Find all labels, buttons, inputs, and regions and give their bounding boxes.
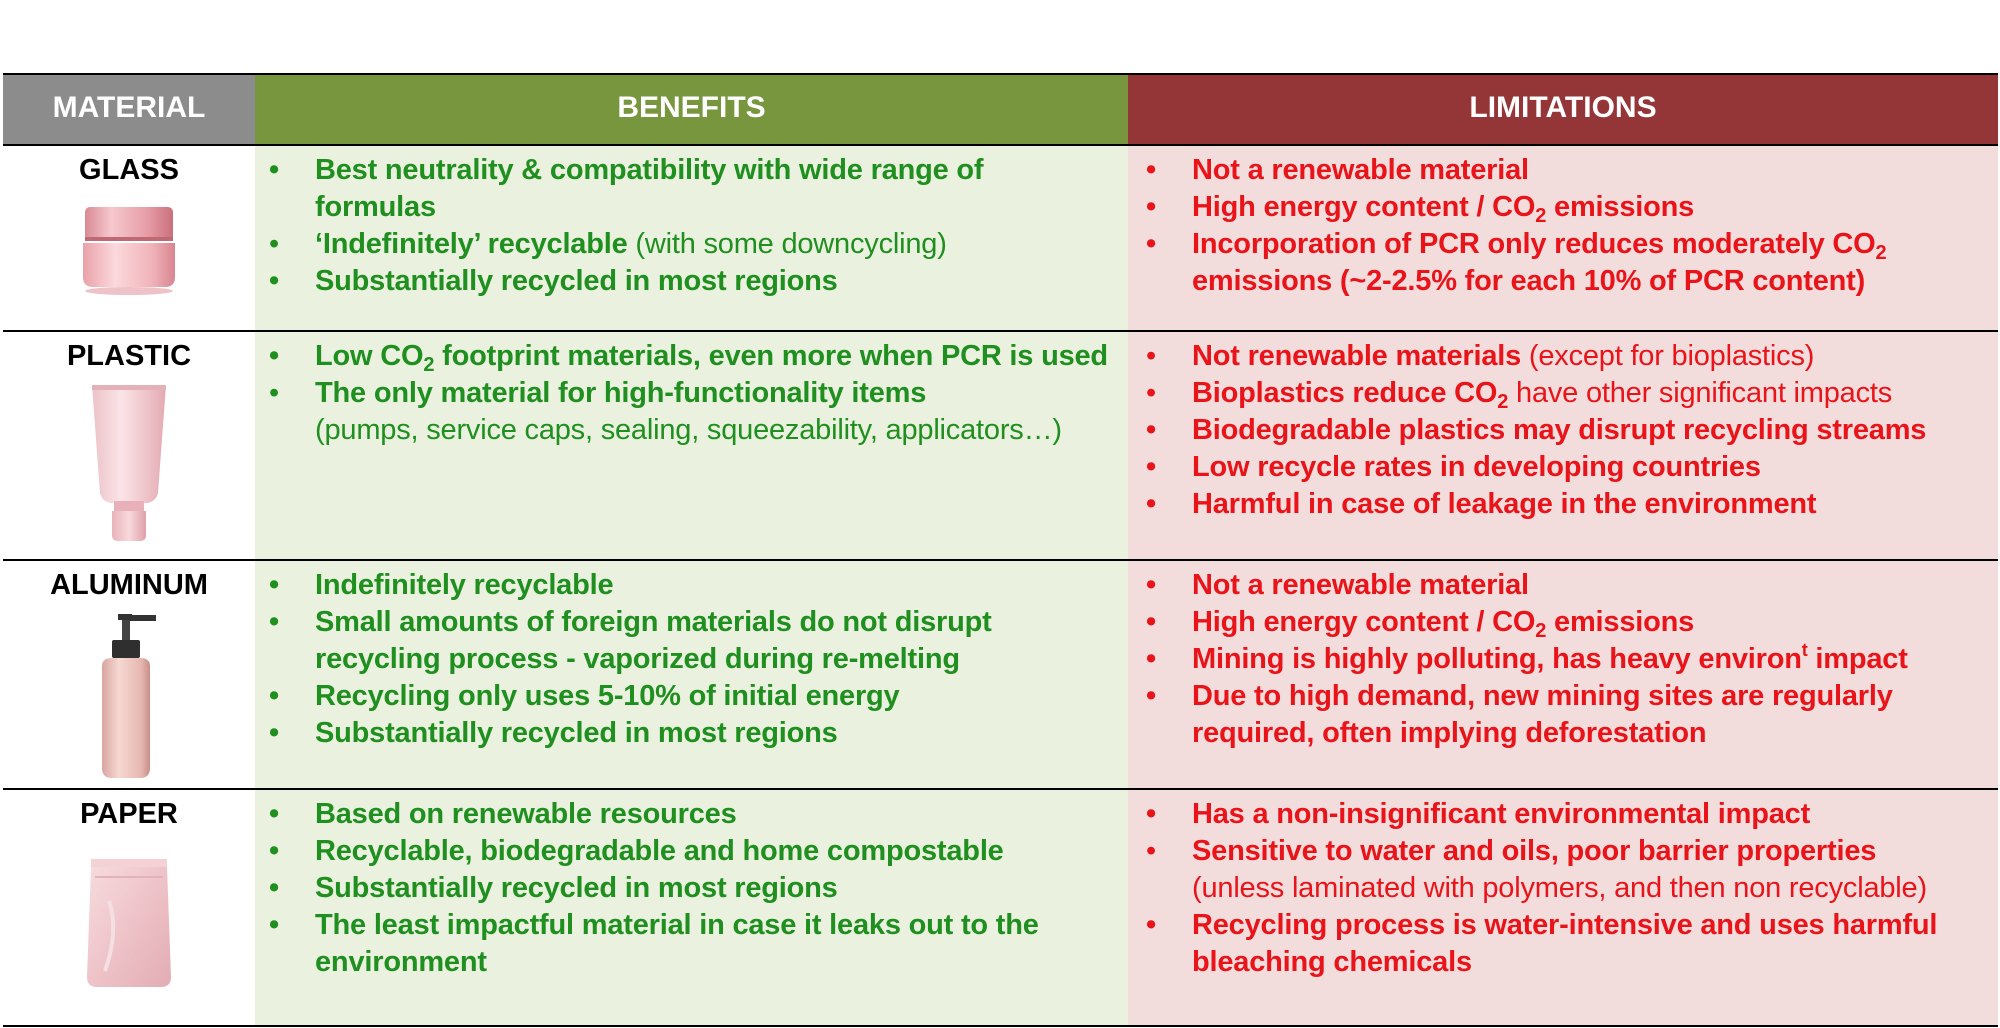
material-cell: PLASTIC <box>3 332 255 559</box>
material-cell: GLASS <box>3 146 255 330</box>
list-item: Based on renewable resources <box>267 796 1108 833</box>
item-text: Incorporation of PCR only reduces modera… <box>1192 228 1876 260</box>
pump-bottle-icon <box>102 614 156 778</box>
table-header: MATERIAL BENEFITS LIMITATIONS <box>3 73 1998 146</box>
subscript: 2 <box>423 354 435 376</box>
item-text: Not renewable materials <box>1192 340 1522 372</box>
limitations-list: Not a renewable material High energy con… <box>1144 152 1990 300</box>
item-text: Low CO <box>315 340 424 372</box>
list-item: Incorporation of PCR only reduces modera… <box>1144 226 1990 300</box>
item-text: The only material for high-functionality… <box>315 377 927 409</box>
list-item: High energy content / CO2 emissions <box>1144 189 1990 226</box>
list-item: The least impactful material in case it … <box>267 907 1108 981</box>
material-cell: PAPER <box>3 790 255 1025</box>
limitations-cell: Not a renewable material High energy con… <box>1128 561 1998 788</box>
limitations-cell: Has a non-insignificant environmental im… <box>1128 790 1998 1025</box>
list-item: Low recycle rates in developing countrie… <box>1144 449 1990 486</box>
benefits-cell: Low CO2 footprint materials, even more w… <box>255 332 1128 559</box>
item-text: emissions <box>1546 191 1695 223</box>
benefits-cell: Indefinitely recyclable Small amounts of… <box>255 561 1128 788</box>
materials-table: MATERIAL BENEFITS LIMITATIONS GLASS <box>3 73 1998 1027</box>
benefits-list: Best neutrality & compatibility with wid… <box>267 152 1108 300</box>
subscript: 2 <box>1535 205 1547 227</box>
cosmetic-tube-icon <box>92 385 166 541</box>
material-name: ALUMINUM <box>50 569 208 601</box>
list-item: Not a renewable material <box>1144 567 1990 604</box>
material-name: PLASTIC <box>66 340 192 372</box>
list-item: Bioplastics reduce CO2 have other signif… <box>1144 375 1990 412</box>
list-item: Has a non-insignificant environmental im… <box>1144 796 1990 833</box>
subscript: 2 <box>1535 620 1547 642</box>
item-text: Sensitive to water and oils, poor barrie… <box>1192 835 1877 867</box>
item-text: (pumps, service caps, sealing, squeezabi… <box>315 414 1062 446</box>
list-item: Due to high demand, new mining sites are… <box>1144 678 1990 752</box>
limitations-cell: Not a renewable material High energy con… <box>1128 146 1998 330</box>
list-item: Substantially recycled in most regions <box>267 263 1108 300</box>
limitations-cell: Not renewable materials (except for biop… <box>1128 332 1998 559</box>
row-aluminum: ALUMINUM Indefinitely recyclable Small a… <box>3 561 1998 790</box>
limitations-list: Has a non-insignificant environmental im… <box>1144 796 1990 981</box>
limitations-list: Not a renewable material High energy con… <box>1144 567 1990 752</box>
item-text: (unless laminated with polymers, and the… <box>1192 872 1927 904</box>
material-cell: ALUMINUM <box>3 561 255 788</box>
benefits-cell: Based on renewable resources Recyclable,… <box>255 790 1128 1025</box>
list-item: Not renewable materials (except for biop… <box>1144 338 1990 375</box>
list-item: Small amounts of foreign materials do no… <box>267 604 1108 678</box>
list-item: Substantially recycled in most regions <box>267 715 1108 752</box>
header-material: MATERIAL <box>3 75 255 144</box>
benefits-list: Indefinitely recyclable Small amounts of… <box>267 567 1108 752</box>
benefits-cell: Best neutrality & compatibility with wid… <box>255 146 1128 330</box>
paper-pouch-icon <box>87 859 171 987</box>
limitations-list: Not renewable materials (except for biop… <box>1144 338 1990 523</box>
item-text: emissions <box>1546 606 1695 638</box>
superscript: t <box>1801 640 1808 660</box>
list-item: Best neutrality & compatibility with wid… <box>267 152 1108 226</box>
header-limitations: LIMITATIONS <box>1128 75 1998 144</box>
subscript: 2 <box>1497 391 1509 413</box>
benefits-list: Low CO2 footprint materials, even more w… <box>267 338 1108 449</box>
list-item: Not a renewable material <box>1144 152 1990 189</box>
item-text: Mining is highly polluting, has heavy en… <box>1192 643 1802 675</box>
header-benefits: BENEFITS <box>255 75 1128 144</box>
row-glass: GLASS Best <box>3 146 1998 332</box>
list-item: Substantially recycled in most regions <box>267 870 1108 907</box>
list-item: Recyclable, biodegradable and home compo… <box>267 833 1108 870</box>
item-text: High energy content / CO <box>1192 191 1536 223</box>
item-text: (except for bioplastics) <box>1521 340 1815 372</box>
list-item: The only material for high-functionality… <box>267 375 1108 449</box>
item-text: impact <box>1807 643 1908 675</box>
list-item: Harmful in case of leakage in the enviro… <box>1144 486 1990 523</box>
item-text: have other significant impacts <box>1508 377 1893 409</box>
list-item: Sensitive to water and oils, poor barrie… <box>1144 833 1990 907</box>
list-item: High energy content / CO2 emissions <box>1144 604 1990 641</box>
material-name: GLASS <box>79 154 179 186</box>
item-text: (with some downcycling) <box>627 228 947 260</box>
item-text: footprint materials, even more when PCR … <box>434 340 1108 372</box>
subscript: 2 <box>1875 242 1887 264</box>
row-plastic: PLASTIC Low <box>3 332 1998 561</box>
item-text: emissions (~2-2.5% for each 10% of PCR c… <box>1192 265 1866 297</box>
material-name: PAPER <box>80 798 178 830</box>
item-text: Bioplastics reduce CO <box>1192 377 1498 409</box>
row-paper: PAPER Based on renewable resources Recyc… <box>3 790 1998 1027</box>
cosmetic-jar-icon <box>83 207 175 295</box>
list-item: Mining is highly polluting, has heavy en… <box>1144 641 1990 678</box>
list-item: ‘Indefinitely’ recyclable (with some dow… <box>267 226 1108 263</box>
list-item: Recycling only uses 5-10% of initial ene… <box>267 678 1108 715</box>
list-item: Indefinitely recyclable <box>267 567 1108 604</box>
benefits-list: Based on renewable resources Recyclable,… <box>267 796 1108 981</box>
item-text: High energy content / CO <box>1192 606 1536 638</box>
list-item: Low CO2 footprint materials, even more w… <box>267 338 1108 375</box>
list-item: Biodegradable plastics may disrupt recyc… <box>1144 412 1990 449</box>
list-item: Recycling process is water-intensive and… <box>1144 907 1990 981</box>
item-text: ‘Indefinitely’ recyclable <box>315 228 628 260</box>
